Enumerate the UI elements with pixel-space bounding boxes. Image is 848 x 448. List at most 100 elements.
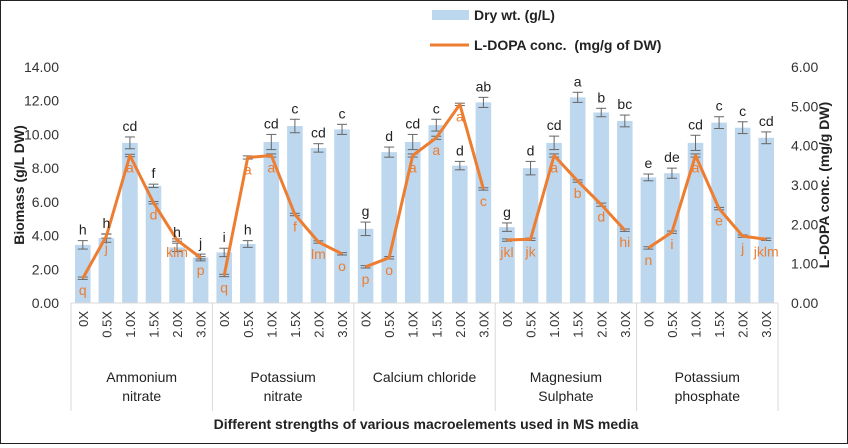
y-left-tick-label: 0.00 bbox=[32, 295, 59, 311]
y-right-tick-label: 6.00 bbox=[791, 59, 818, 75]
y-left-tick-label: 14.00 bbox=[24, 59, 59, 75]
group-label: nitrate bbox=[264, 388, 303, 404]
bar-dry-wt bbox=[640, 177, 657, 303]
y-axis-left-ticks: 0.00 2.00 4.00 6.00 8.00 10.00 12.00 14.00 bbox=[24, 59, 59, 311]
group-label: Magnesium bbox=[530, 369, 602, 385]
bar-dry-wt bbox=[145, 185, 162, 303]
bar-dry-wt bbox=[98, 238, 115, 303]
bar-dry-wt bbox=[617, 120, 633, 303]
bar-letter: cd bbox=[688, 116, 703, 132]
line-letter: e bbox=[715, 213, 723, 229]
legend: Dry wt. (g/L) L-DOPA conc. (mg/g of DW) bbox=[430, 7, 661, 53]
line-letter: n bbox=[644, 252, 652, 268]
x-tick-label: 2.0X bbox=[594, 311, 609, 338]
bar-dry-wt bbox=[75, 244, 91, 303]
ldopa-line-segment bbox=[365, 102, 485, 269]
bar-error-bars bbox=[77, 91, 772, 262]
bar-letter: h bbox=[102, 215, 110, 231]
group-label: nitrate bbox=[122, 388, 161, 404]
line-letter: hi bbox=[619, 234, 630, 250]
y-right-tick-label: 4.00 bbox=[791, 138, 818, 154]
x-tick-label: 1.5X bbox=[429, 311, 444, 338]
x-tick-label: 0X bbox=[76, 311, 91, 327]
bar-letter: de bbox=[664, 149, 680, 165]
legend-line-label: L-DOPA conc. (mg/g of DW) bbox=[474, 37, 661, 53]
bar-letter: a bbox=[574, 73, 582, 89]
x-tick-label: 0X bbox=[217, 311, 232, 327]
x-tick-label: 0X bbox=[500, 311, 515, 327]
bar-letter: cd bbox=[547, 117, 562, 133]
bar-dry-wt bbox=[404, 142, 421, 303]
y-axis-left-title: Biomass (g/L DW) bbox=[11, 125, 27, 245]
line-letter: o bbox=[385, 262, 393, 278]
line-letter: q bbox=[79, 282, 87, 298]
bar-letter: h bbox=[244, 222, 252, 238]
line-letter: a bbox=[456, 108, 464, 124]
x-tick-label: 1.5X bbox=[712, 311, 727, 338]
x-tick-label: 3.0X bbox=[759, 311, 774, 338]
bar-letter: c bbox=[291, 100, 298, 116]
y-axis-right-title: L-DOPA conc. (mg/g DW) bbox=[816, 102, 832, 268]
ldopa-line-segment bbox=[81, 154, 202, 279]
line-letter: p bbox=[362, 271, 370, 287]
line-letter: a bbox=[432, 142, 440, 158]
bar-dry-wt bbox=[239, 244, 256, 303]
x-tick-label: 0X bbox=[359, 311, 374, 327]
bar-letter: j bbox=[198, 235, 202, 251]
x-tick-label: 1.0X bbox=[264, 311, 279, 338]
line-letter: a bbox=[692, 160, 700, 176]
x-tick-label: 2.0X bbox=[170, 311, 185, 338]
bar-dry-wt bbox=[169, 247, 185, 303]
bar-letter: cd bbox=[123, 118, 138, 134]
x-tick-label: 0.5X bbox=[382, 311, 397, 338]
x-tick-label: 1.0X bbox=[547, 311, 562, 338]
ldopa-line-segment bbox=[222, 154, 343, 276]
line-letter: f bbox=[293, 219, 297, 235]
bar-letter: cd bbox=[264, 115, 279, 131]
line-letter: q bbox=[220, 279, 228, 295]
line-letter: jk bbox=[524, 243, 536, 259]
bar-dry-wt bbox=[475, 102, 492, 304]
x-tick-label: 2.0X bbox=[311, 311, 326, 338]
bar-dry-wt bbox=[263, 142, 280, 303]
x-tick-label: 0.5X bbox=[99, 311, 114, 338]
bar-letter: c bbox=[716, 98, 723, 114]
y-left-tick-label: 6.00 bbox=[32, 194, 59, 210]
group-label: Potassium bbox=[250, 369, 315, 385]
bar-dry-wt bbox=[216, 252, 232, 303]
bar-dry-wt bbox=[428, 125, 445, 304]
y-right-tick-label: 5.00 bbox=[791, 98, 818, 114]
x-tick-label: 0X bbox=[641, 311, 656, 327]
x-tick-label: 1.0X bbox=[123, 311, 138, 338]
bar-dry-wt bbox=[758, 137, 774, 303]
y-left-tick-label: 2.00 bbox=[32, 261, 59, 277]
line-letter: a bbox=[267, 160, 275, 176]
y-right-tick-label: 2.00 bbox=[791, 216, 818, 232]
line-letter: p bbox=[197, 262, 205, 278]
bar-dry-wt bbox=[711, 122, 727, 303]
bar-letter: cd bbox=[311, 125, 326, 141]
bar-dry-wt bbox=[381, 152, 397, 303]
group-label: phosphate bbox=[675, 388, 741, 404]
bar-letter: f bbox=[152, 165, 156, 181]
bar-letter: c bbox=[433, 100, 440, 116]
x-tick-label: 0.5X bbox=[524, 311, 539, 338]
line-letter: klm bbox=[166, 244, 188, 260]
line-letter: j bbox=[104, 240, 108, 256]
y-axis-right-ticks: 0.00 1.00 2.00 3.00 4.00 5.00 6.00 bbox=[791, 59, 818, 311]
line-letter: a bbox=[409, 160, 417, 176]
bar-dry-wt bbox=[499, 227, 515, 303]
line-letter: jkl bbox=[499, 244, 513, 260]
ldopa-line-segment bbox=[647, 154, 767, 250]
x-axis-title: Different strengths of various macroelem… bbox=[214, 416, 639, 432]
bar-letter: g bbox=[503, 204, 511, 220]
line-letter: jklm bbox=[753, 243, 779, 259]
line-letter: a bbox=[126, 160, 134, 176]
bar-dry-wt bbox=[734, 127, 751, 303]
x-tick-label: 0.5X bbox=[665, 311, 680, 338]
x-tick-label: 1.0X bbox=[689, 311, 704, 338]
line-letter: i bbox=[670, 236, 673, 252]
bar-letter: h bbox=[79, 222, 87, 238]
bar-letter: bc bbox=[617, 96, 632, 112]
